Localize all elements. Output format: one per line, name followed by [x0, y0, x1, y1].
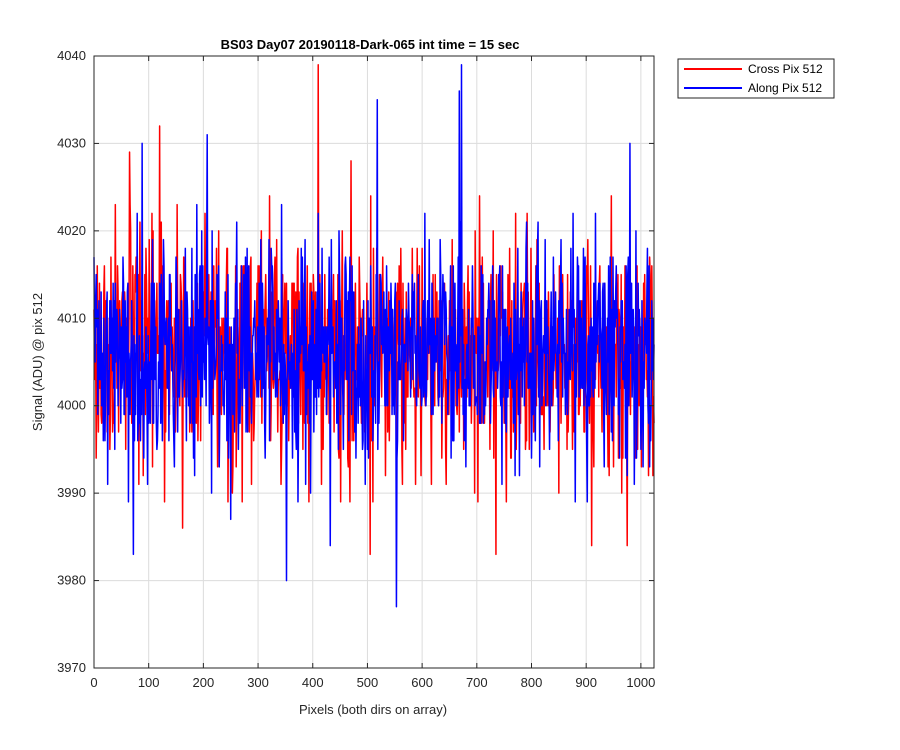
data-series	[93, 63, 655, 608]
series-line-along-pix-512	[93, 63, 655, 608]
y-tick-label: 4010	[57, 310, 86, 325]
x-tick-label: 0	[90, 675, 97, 690]
axis-tick-labels: 0 100 200 300 400 500 600 700 800 900 1000 3970 3980…	[57, 48, 655, 690]
x-tick-label: 200	[193, 675, 215, 690]
x-tick-label: 300	[247, 675, 269, 690]
y-tick-label: 4040	[57, 48, 86, 63]
y-tick-label: 4000	[57, 398, 86, 413]
y-tick-label: 3980	[57, 573, 86, 588]
x-axis-label: Pixels (both dirs on array)	[299, 702, 447, 717]
y-tick-label: 3970	[57, 660, 86, 675]
x-tick-label: 1000	[626, 675, 655, 690]
y-tick-label: 3990	[57, 485, 86, 500]
x-tick-label: 900	[575, 675, 597, 690]
x-tick-label: 400	[302, 675, 324, 690]
y-tick-label: 4030	[57, 135, 86, 150]
x-tick-label: 800	[521, 675, 543, 690]
chart-title: BS03 Day07 20190118-Dark-065 int time = …	[221, 37, 520, 52]
legend-label-along: Along Pix 512	[748, 81, 822, 95]
legend: Cross Pix 512 Along Pix 512	[677, 58, 835, 99]
axis-ticks	[93, 55, 654, 669]
y-axis-label: Signal (ADU) @ pix 512	[30, 293, 45, 431]
x-tick-label: 600	[411, 675, 433, 690]
x-tick-label: 100	[138, 675, 160, 690]
legend-label-cross: Cross Pix 512	[748, 62, 823, 76]
x-tick-label: 500	[357, 675, 379, 690]
y-tick-label: 4020	[57, 223, 86, 238]
legend-box	[677, 58, 835, 99]
axes-box	[93, 55, 655, 669]
x-tick-label: 700	[466, 675, 488, 690]
